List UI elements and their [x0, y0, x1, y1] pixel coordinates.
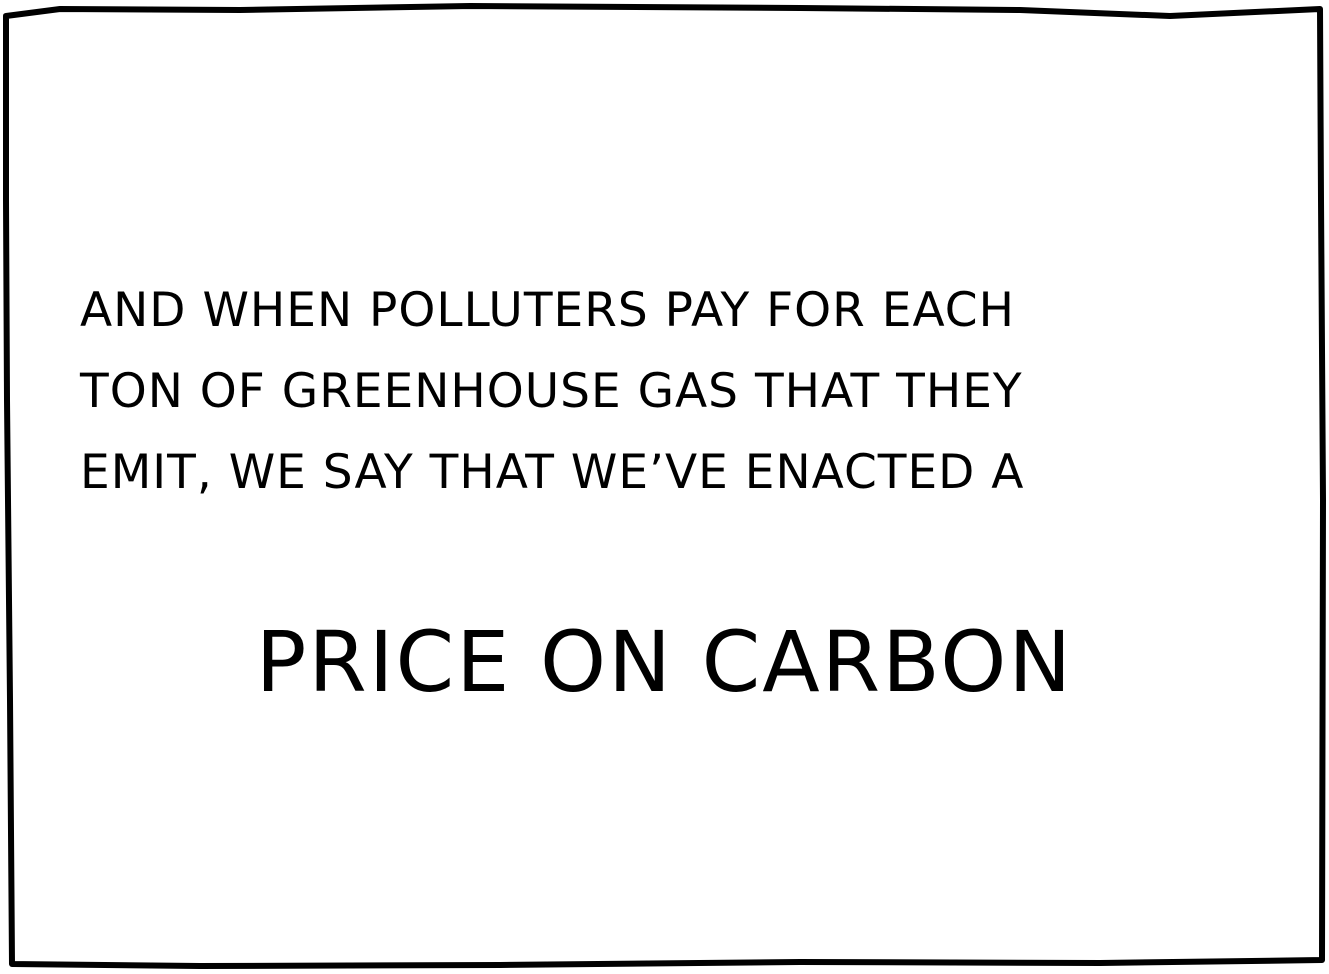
caption-line-3: EMIT, WE SAY THAT WE’VE ENACTED A [80, 445, 1025, 500]
caption-line-1: AND WHEN POLLUTERS PAY FOR EACH [80, 283, 1015, 338]
caption-line-2: TON OF GREENHOUSE GAS THAT THEY [80, 364, 1023, 419]
caption-text: AND WHEN POLLUTERS PAY FOR EACH TON OF G… [80, 270, 1280, 513]
emphasis-text: PRICE ON CARBON [255, 613, 1074, 711]
